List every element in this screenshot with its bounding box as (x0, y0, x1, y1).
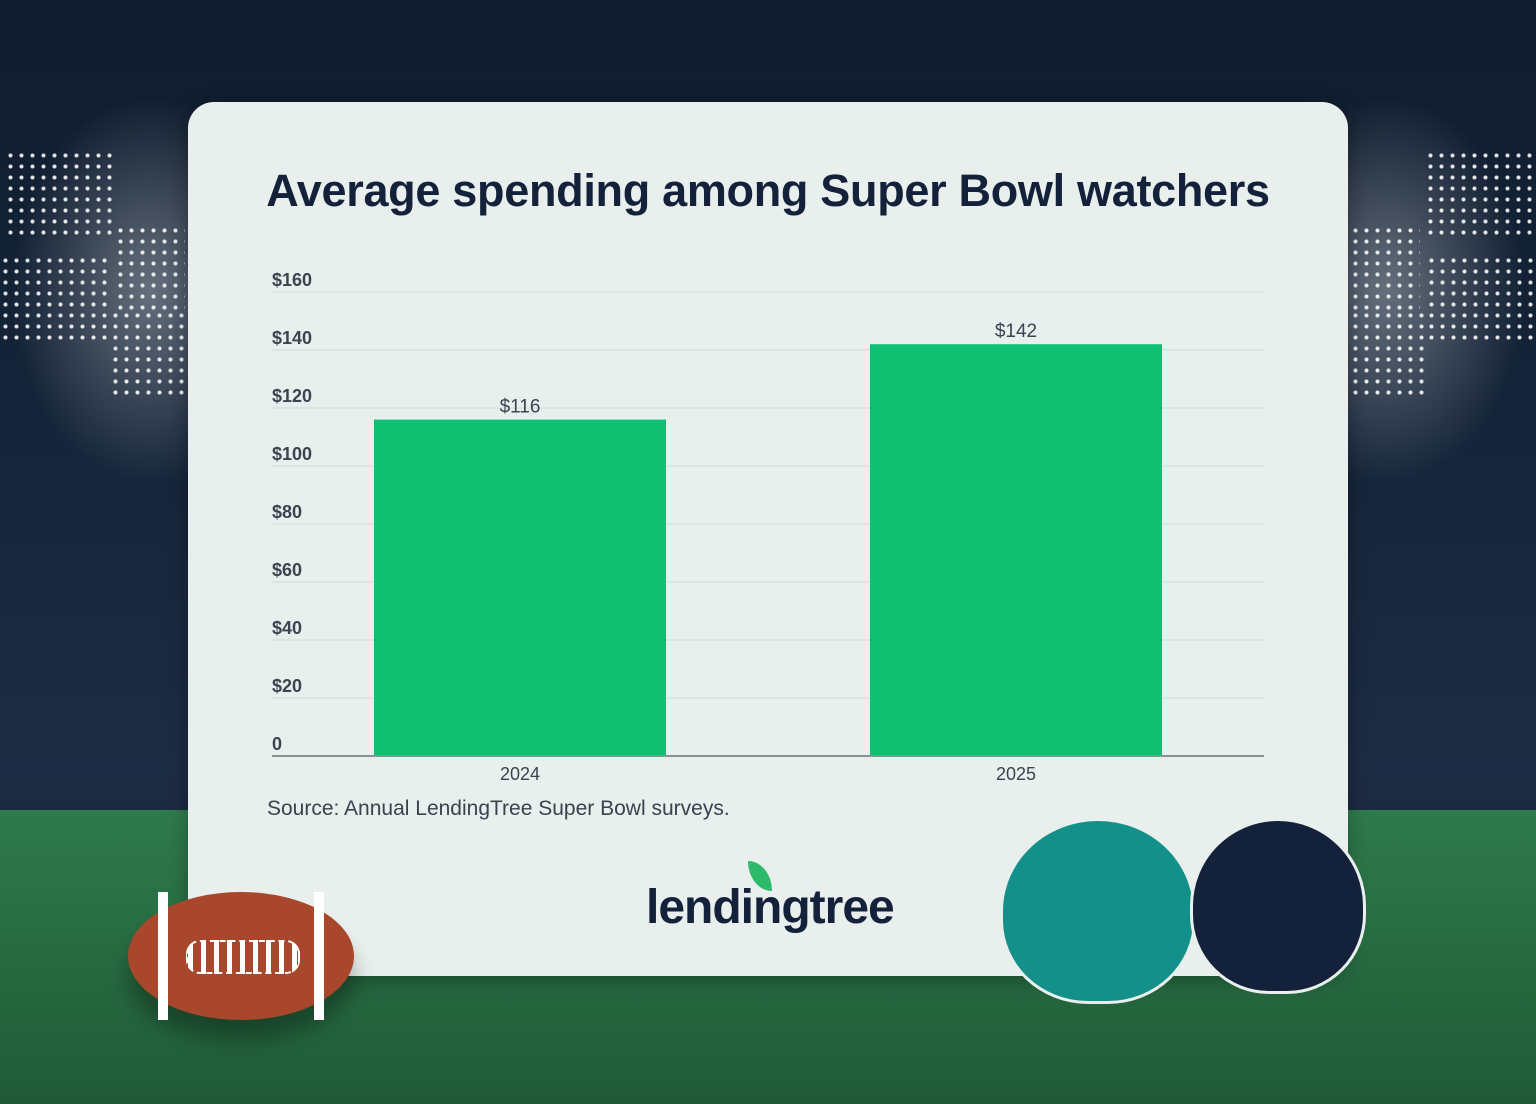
y-tick-label: $120 (272, 386, 312, 406)
data-label: $142 (995, 321, 1037, 342)
y-tick-label: $60 (272, 560, 302, 580)
y-tick-label: 0 (272, 734, 282, 754)
y-tick-label: $40 (272, 618, 302, 638)
stadium-light-icon (1426, 255, 1536, 345)
x-tick-label: 2025 (996, 764, 1036, 784)
chart-title: Average spending among Super Bowl watche… (266, 165, 1270, 216)
x-tick-label: 2024 (500, 764, 540, 784)
y-tick-label: $20 (272, 676, 302, 696)
stadium-light-icon (0, 255, 110, 345)
bar-2025 (870, 344, 1162, 756)
lendingtree-logo: lendingtree (646, 881, 895, 934)
y-tick-label: $160 (272, 270, 312, 290)
stadium-light-icon (1425, 150, 1535, 240)
navy-helmet-icon (1190, 818, 1366, 994)
y-tick-label: $140 (272, 328, 312, 348)
y-tick-label: $80 (272, 502, 302, 522)
stadium-light-icon (1350, 225, 1420, 315)
bar-2024 (374, 419, 666, 756)
stadium-light-icon (1350, 310, 1425, 400)
data-label: $116 (500, 397, 541, 418)
stadium-light-icon (110, 310, 185, 400)
stadium-light-icon (5, 150, 115, 240)
source-note: Source: Annual LendingTree Super Bowl su… (267, 797, 730, 820)
y-tick-label: $100 (272, 444, 312, 464)
stadium-light-icon (115, 225, 185, 315)
teal-helmet-icon (1000, 818, 1196, 1004)
football-icon (128, 892, 354, 1020)
